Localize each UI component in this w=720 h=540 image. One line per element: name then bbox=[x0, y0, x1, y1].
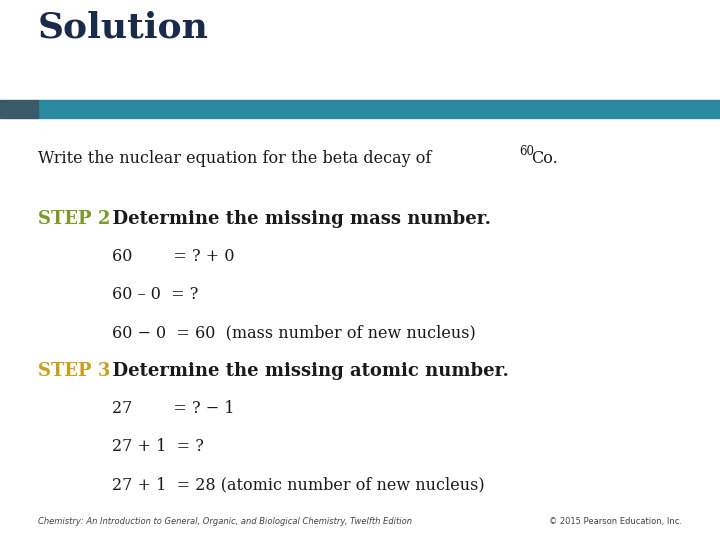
Text: 27 + 1  = ?: 27 + 1 = ? bbox=[112, 438, 204, 455]
Bar bbox=[0, 100, 38, 118]
Text: 27 + 1  = 28 (atomic number of new nucleus): 27 + 1 = 28 (atomic number of new nucleu… bbox=[112, 476, 485, 493]
Text: STEP 3: STEP 3 bbox=[38, 362, 110, 380]
Text: © 2015 Pearson Education, Inc.: © 2015 Pearson Education, Inc. bbox=[549, 517, 682, 526]
Text: Write the nuclear equation for the beta decay of: Write the nuclear equation for the beta … bbox=[38, 150, 436, 167]
Text: 60 − 0  = 60  (mass number of new nucleus): 60 − 0 = 60 (mass number of new nucleus) bbox=[112, 324, 475, 341]
Bar bbox=[38, 100, 720, 118]
Text: Chemistry: An Introduction to General, Organic, and Biological Chemistry, Twelft: Chemistry: An Introduction to General, O… bbox=[38, 517, 412, 526]
Text: Solution: Solution bbox=[38, 10, 209, 44]
Text: 27        = ? − 1: 27 = ? − 1 bbox=[112, 400, 234, 417]
Text: 60 – 0  = ?: 60 – 0 = ? bbox=[112, 286, 198, 303]
Text: Determine the missing atomic number.: Determine the missing atomic number. bbox=[100, 362, 509, 380]
Text: Determine the missing mass number.: Determine the missing mass number. bbox=[100, 210, 491, 228]
Text: 60        = ? + 0: 60 = ? + 0 bbox=[112, 248, 234, 265]
Text: STEP 2: STEP 2 bbox=[38, 210, 110, 228]
Text: 60: 60 bbox=[519, 145, 534, 158]
Text: Co.: Co. bbox=[531, 150, 558, 167]
